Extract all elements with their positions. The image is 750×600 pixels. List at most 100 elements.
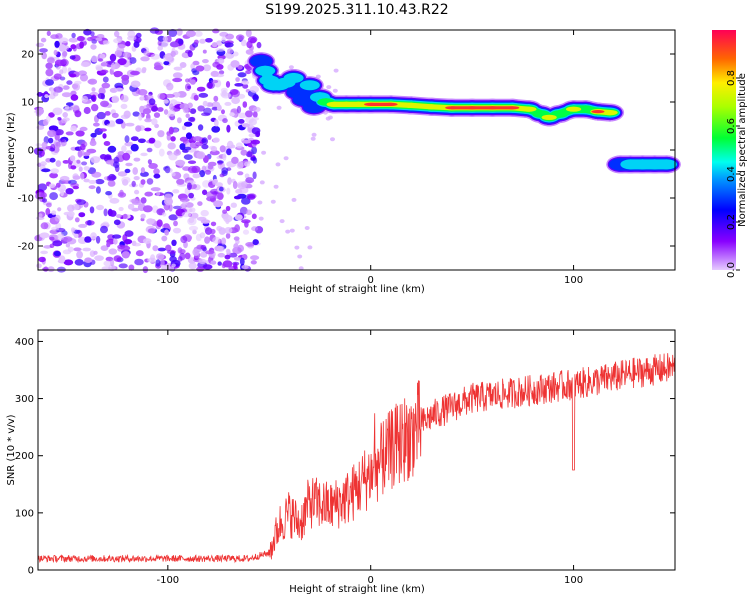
- noise-blob: [48, 137, 54, 144]
- spectrogram-x-label: Height of straight line (km): [289, 284, 425, 295]
- noise-blob: [45, 79, 54, 86]
- noise-blob: [69, 73, 77, 78]
- noise-blob: [87, 78, 98, 85]
- noise-blob: [139, 96, 145, 101]
- noise-blob: [217, 58, 225, 64]
- colorbar-tick-label: 0.0: [726, 262, 737, 278]
- noise-blob: [124, 230, 134, 237]
- noise-blob: [62, 160, 70, 164]
- noise-blob: [283, 156, 289, 161]
- noise-blob: [133, 41, 140, 48]
- y-tick-label: 200: [15, 451, 34, 462]
- noise-blob: [120, 103, 128, 110]
- noise-blob: [46, 30, 51, 36]
- noise-blob: [90, 132, 97, 138]
- noise-blob: [204, 236, 211, 244]
- noise-blob: [217, 192, 224, 201]
- noise-blob: [109, 210, 117, 217]
- noise-blob: [220, 237, 227, 245]
- noise-blob: [238, 119, 245, 124]
- noise-blob: [186, 182, 192, 191]
- noise-blob: [54, 59, 65, 67]
- noise-blob: [71, 32, 76, 39]
- noise-blob: [172, 77, 183, 83]
- noise-blob: [219, 173, 225, 178]
- noise-blob: [140, 152, 148, 157]
- noise-blob: [224, 101, 232, 106]
- noise-blob: [162, 36, 168, 42]
- noise-blob: [49, 172, 58, 179]
- noise-blob: [143, 108, 151, 115]
- colorbar-ticks: 0.0 0.2 0.4 0.6 0.8: [726, 70, 740, 278]
- noise-blob: [242, 83, 249, 89]
- noise-blob: [285, 229, 291, 234]
- noise-blob: [125, 41, 131, 47]
- noise-blob: [70, 44, 77, 50]
- noise-blob: [74, 80, 82, 85]
- noise-blob: [113, 70, 123, 77]
- snr-frame: [37, 329, 676, 571]
- noise-blob: [140, 213, 146, 219]
- ridge-point: [283, 73, 304, 83]
- ridge-point: [506, 106, 520, 110]
- noise-blob: [40, 192, 47, 199]
- noise-blob: [134, 258, 144, 266]
- noise-blob: [153, 173, 161, 179]
- noise-blob: [117, 171, 128, 177]
- noise-blob: [35, 42, 45, 48]
- noise-blob: [79, 126, 88, 132]
- noise-blob: [291, 197, 297, 202]
- noise-blob: [53, 73, 62, 80]
- noise-blob: [105, 160, 114, 165]
- noise-blob: [49, 147, 55, 152]
- noise-blob: [77, 70, 87, 76]
- noise-blob: [39, 48, 48, 53]
- noise-blob: [270, 199, 276, 204]
- noise-blob: [67, 246, 74, 252]
- noise-blob: [79, 73, 89, 82]
- noise-blob: [45, 62, 53, 69]
- noise-blob: [233, 236, 240, 241]
- noise-blob: [102, 40, 110, 45]
- noise-blob: [91, 39, 97, 44]
- noise-blob: [212, 179, 217, 186]
- snr-x-axis: -100 0 100: [156, 330, 583, 586]
- y-tick-label: 0: [28, 566, 34, 577]
- noise-blob: [230, 202, 237, 208]
- noise-blob: [239, 257, 245, 266]
- noise-blob: [35, 107, 44, 116]
- noise-blob: [221, 109, 225, 115]
- noise-blob: [39, 232, 50, 239]
- noise-blob: [98, 87, 106, 95]
- noise-blob: [93, 250, 98, 255]
- noise-blob: [172, 72, 183, 79]
- noise-blob: [163, 61, 170, 66]
- noise-blob: [91, 55, 98, 63]
- ridge-point: [384, 102, 398, 106]
- noise-blob: [223, 214, 233, 223]
- noise-blob: [41, 168, 51, 173]
- noise-blob: [67, 211, 75, 217]
- noise-blob: [217, 261, 222, 266]
- noise-blob: [156, 253, 165, 260]
- noise-blob: [215, 48, 225, 52]
- noise-blob: [190, 79, 196, 85]
- noise-blob: [113, 156, 120, 164]
- noise-blob: [88, 185, 96, 190]
- noise-blob: [47, 266, 55, 273]
- noise-blob: [150, 187, 161, 192]
- noise-blob: [80, 143, 86, 151]
- noise-blob: [213, 200, 224, 208]
- noise-blob: [150, 254, 156, 261]
- noise-blob: [100, 225, 108, 234]
- noise-blob: [89, 206, 95, 214]
- noise-blob: [210, 260, 217, 265]
- noise-blob: [113, 255, 122, 262]
- noise-blob: [202, 189, 208, 196]
- noise-blob: [202, 59, 209, 64]
- noise-blob: [226, 148, 232, 156]
- ridge-point: [299, 80, 320, 91]
- noise-blob: [168, 214, 178, 221]
- noise-blob: [75, 130, 85, 137]
- noise-blob: [132, 242, 141, 247]
